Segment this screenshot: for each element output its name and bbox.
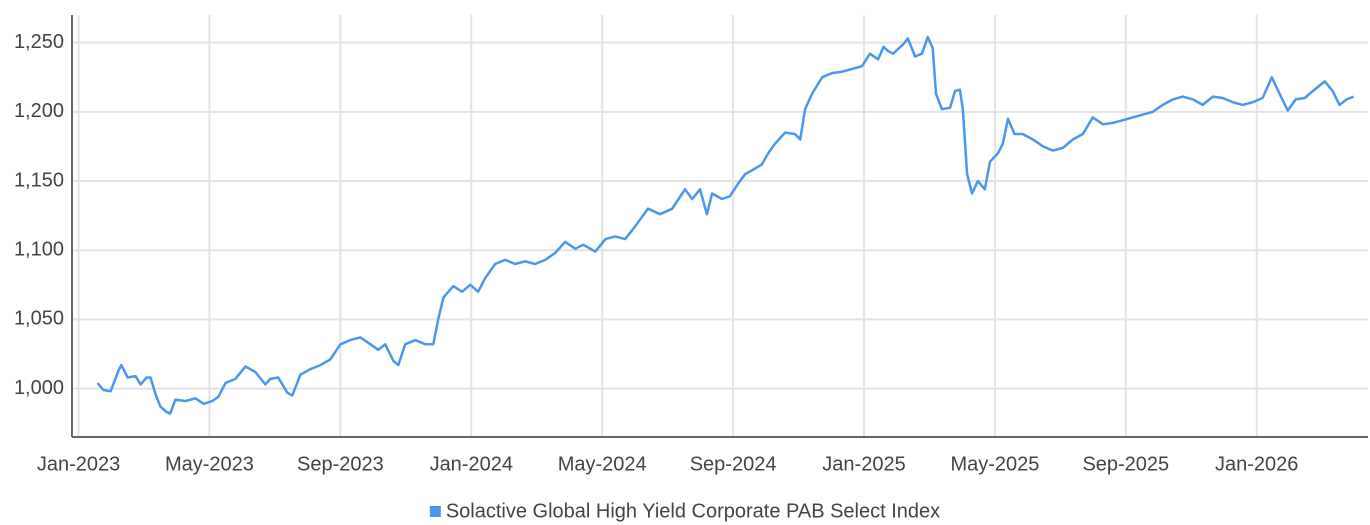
legend-label: Solactive Global High Yield Corporate PA…	[446, 500, 940, 522]
x-tick-label: May-2025	[950, 453, 1039, 475]
x-tick-label: May-2023	[165, 453, 254, 475]
y-tick-label: 1,000	[14, 377, 64, 399]
y-tick-label: 1,150	[14, 169, 64, 191]
y-tick-label: 1,200	[14, 100, 64, 122]
x-tick-label: Jan-2023	[37, 453, 120, 475]
y-tick-label: 1,050	[14, 308, 64, 330]
x-tick-label: Jan-2026	[1215, 453, 1298, 475]
x-tick-label: Sep-2025	[1082, 453, 1169, 475]
y-tick-label: 1,100	[14, 238, 64, 260]
x-tick-label: Jan-2025	[822, 453, 905, 475]
x-tick-label: Sep-2023	[297, 453, 384, 475]
x-tick-label: May-2024	[558, 453, 647, 475]
x-tick-label: Sep-2024	[690, 453, 777, 475]
x-tick-label: Jan-2024	[430, 453, 513, 475]
series-line	[96, 35, 1355, 415]
legend-swatch	[429, 506, 441, 517]
y-tick-label: 1,250	[14, 31, 64, 53]
